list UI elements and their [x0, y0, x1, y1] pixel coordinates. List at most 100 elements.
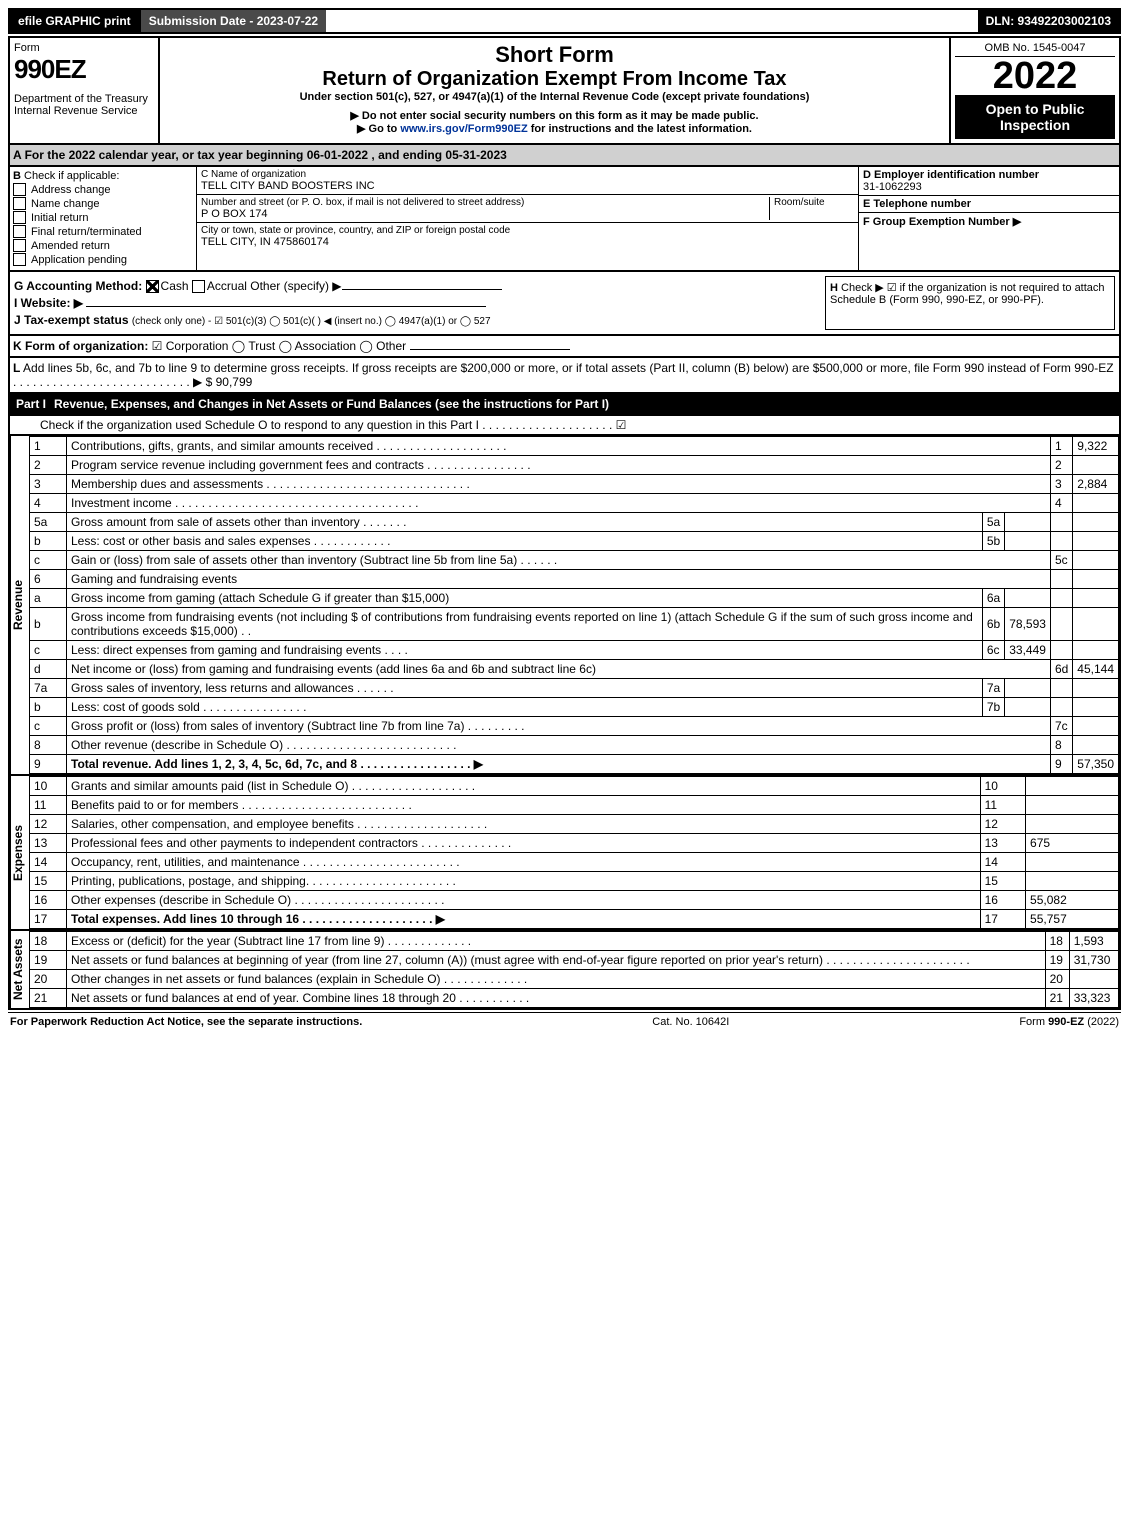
- column-b: B Check if applicable: Address changeNam…: [10, 167, 197, 270]
- expenses-side-label: Expenses: [10, 776, 29, 929]
- line-number: b: [30, 608, 67, 641]
- right-line-number: 14: [980, 853, 1025, 872]
- checkbox-label: Amended return: [31, 240, 110, 252]
- irs-link[interactable]: www.irs.gov/Form990EZ: [400, 123, 527, 135]
- line-desc: Professional fees and other payments to …: [67, 834, 981, 853]
- line-value: [1073, 736, 1119, 755]
- mid-label: 5b: [982, 532, 1004, 551]
- line-number: 16: [30, 891, 67, 910]
- line-value: [1026, 815, 1119, 834]
- mid-value: [1005, 698, 1051, 717]
- right-line-number: 15: [980, 872, 1025, 891]
- checkbox-label: Address change: [31, 184, 111, 196]
- f-label: F Group Exemption Number ▶: [863, 216, 1021, 228]
- netassets-side-label: Net Assets: [10, 931, 29, 1008]
- line-desc: Net income or (loss) from gaming and fun…: [67, 660, 1051, 679]
- mid-value: [1005, 513, 1051, 532]
- right-line-number: 12: [980, 815, 1025, 834]
- i-label: I Website: ▶: [14, 296, 83, 310]
- subtitle-3: ▶ Go to www.irs.gov/Form990EZ for instru…: [164, 122, 945, 135]
- right-line-number: 13: [980, 834, 1025, 853]
- line-number: 2: [30, 456, 67, 475]
- right-line-number: 18: [1045, 932, 1069, 951]
- line-value: [1073, 551, 1119, 570]
- h-text: Check ▶ ☑ if the organization is not req…: [830, 282, 1105, 306]
- shaded-cell: [1073, 589, 1119, 608]
- line-desc: Total revenue. Add lines 1, 2, 3, 4, 5c,…: [67, 755, 1051, 774]
- table-row: bGross income from fundraising events (n…: [30, 608, 1119, 641]
- table-row: 9Total revenue. Add lines 1, 2, 3, 4, 5c…: [30, 755, 1119, 774]
- right-line-number: 7c: [1050, 717, 1072, 736]
- line-desc: Gain or (loss) from sale of assets other…: [67, 551, 1051, 570]
- k-label: K Form of organization:: [13, 339, 148, 353]
- line-value: 31,730: [1069, 951, 1118, 970]
- right-line-number: 20: [1045, 970, 1069, 989]
- line-desc: Gross sales of inventory, less returns a…: [67, 679, 983, 698]
- checkbox-label: Final return/terminated: [31, 226, 142, 238]
- table-row: 5aGross amount from sale of assets other…: [30, 513, 1119, 532]
- part-i-checkline: Check if the organization used Schedule …: [8, 416, 1121, 436]
- checkbox-icon: [13, 197, 26, 210]
- l-text: Add lines 5b, 6c, and 7b to line 9 to de…: [13, 361, 1114, 389]
- right-line-number: 17: [980, 910, 1025, 929]
- table-row: 2Program service revenue including gover…: [30, 456, 1119, 475]
- shaded-cell: [1050, 513, 1072, 532]
- table-row: 11Benefits paid to or for members . . . …: [30, 796, 1119, 815]
- line-desc: Excess or (deficit) for the year (Subtra…: [67, 932, 1046, 951]
- line-desc: Less: direct expenses from gaming and fu…: [67, 641, 983, 660]
- line-value: [1026, 796, 1119, 815]
- line-desc: Less: cost of goods sold . . . . . . . .…: [67, 698, 983, 717]
- submission-date: Submission Date - 2023-07-22: [139, 10, 326, 32]
- right-line-number: 19: [1045, 951, 1069, 970]
- d-label: D Employer identification number: [863, 169, 1039, 181]
- right-line-number: 11: [980, 796, 1025, 815]
- line-value: [1069, 970, 1118, 989]
- accrual-label: Accrual: [207, 279, 247, 293]
- line-value: [1073, 717, 1119, 736]
- netassets-block: Net Assets 18Excess or (deficit) for the…: [8, 931, 1121, 1010]
- header-left-col: Form 990EZ Department of the Treasury In…: [10, 38, 160, 143]
- column-c: C Name of organization TELL CITY BAND BO…: [197, 167, 859, 270]
- k-other-line: [410, 349, 570, 350]
- cash-label: Cash: [161, 279, 189, 293]
- tax-year: 2022: [955, 57, 1115, 95]
- checkbox-initial-return: Initial return: [13, 211, 193, 224]
- f-row: F Group Exemption Number ▶: [859, 213, 1119, 230]
- line-number: 7a: [30, 679, 67, 698]
- line-number: 17: [30, 910, 67, 929]
- line-number: 12: [30, 815, 67, 834]
- section-a-text: For the 2022 calendar year, or tax year …: [25, 148, 507, 162]
- checkbox-application-pending: Application pending: [13, 253, 193, 266]
- line-number: c: [30, 641, 67, 660]
- section-l: L Add lines 5b, 6c, and 7b to line 9 to …: [8, 358, 1121, 394]
- right-line-number: 3: [1050, 475, 1072, 494]
- line-number: 13: [30, 834, 67, 853]
- line-desc: Net assets or fund balances at end of ye…: [67, 989, 1046, 1008]
- right-line-number: 4: [1050, 494, 1072, 513]
- line-desc: Less: cost or other basis and sales expe…: [67, 532, 983, 551]
- table-row: cGross profit or (loss) from sales of in…: [30, 717, 1119, 736]
- line-value: [1073, 494, 1119, 513]
- line-desc: Membership dues and assessments . . . . …: [67, 475, 1051, 494]
- checkbox-address-change: Address change: [13, 183, 193, 196]
- table-row: 6Gaming and fundraising events: [30, 570, 1119, 589]
- table-row: 21Net assets or fund balances at end of …: [30, 989, 1119, 1008]
- footer-left: For Paperwork Reduction Act Notice, see …: [10, 1016, 362, 1028]
- dln-label: DLN: 93492203002103: [978, 10, 1119, 32]
- table-row: cGain or (loss) from sale of assets othe…: [30, 551, 1119, 570]
- footer-mid: Cat. No. 10642I: [652, 1016, 729, 1028]
- j-text: (check only one) - ☑ 501(c)(3) ◯ 501(c)(…: [132, 316, 491, 327]
- line-value: 1,593: [1069, 932, 1118, 951]
- right-line-number: 2: [1050, 456, 1072, 475]
- checkbox-icon: [13, 239, 26, 252]
- shaded-cell: [1073, 698, 1119, 717]
- table-row: 17Total expenses. Add lines 10 through 1…: [30, 910, 1119, 929]
- line-number: d: [30, 660, 67, 679]
- shaded-cell: [1050, 570, 1072, 589]
- line-value: 675: [1026, 834, 1119, 853]
- line-number: c: [30, 717, 67, 736]
- table-row: cLess: direct expenses from gaming and f…: [30, 641, 1119, 660]
- street-row: Number and street (or P. O. box, if mail…: [197, 195, 858, 223]
- checkbox-label: Application pending: [31, 254, 127, 266]
- line-number: 3: [30, 475, 67, 494]
